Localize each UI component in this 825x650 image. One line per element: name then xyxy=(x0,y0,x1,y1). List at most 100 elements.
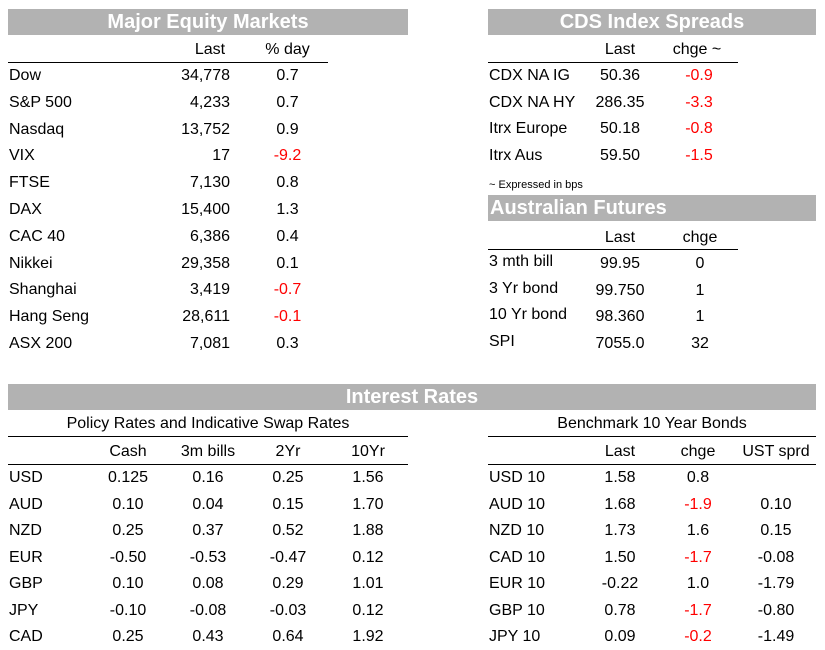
futures-row-chge: 32 xyxy=(691,334,709,352)
equity-col-last: Last xyxy=(194,41,226,58)
policy-row-value: 0.43 xyxy=(192,628,224,645)
policy-row-value: 0.08 xyxy=(192,575,224,592)
policy-col-header: 3m bills xyxy=(180,443,236,460)
bond-col-header: Last xyxy=(604,443,636,460)
policy-row-value: -0.47 xyxy=(269,548,307,566)
bond-row-chge: 1.6 xyxy=(686,522,710,539)
bond-row-name: GBP 10 xyxy=(489,601,545,619)
bond-row-last: 0.09 xyxy=(604,628,636,645)
policy-row-ccy: EUR xyxy=(9,548,43,566)
policy-row-ccy: CAD xyxy=(9,628,43,645)
equity-row-pct: -0.7 xyxy=(273,281,302,299)
policy-row-ccy: AUD xyxy=(9,495,43,513)
futures-col-chge: chge xyxy=(682,229,718,246)
bond-row-chge: -0.2 xyxy=(684,628,712,645)
policy-row-ccy: GBP xyxy=(9,575,43,592)
policy-row-ccy: JPY xyxy=(9,601,39,619)
equity-row-name: Shanghai xyxy=(9,281,77,299)
equity-row-last: 34,778 xyxy=(181,67,230,84)
equity-row-last: 7,130 xyxy=(189,174,230,192)
futures-row-name: 3 mth bill xyxy=(489,253,554,270)
policy-row-value: 1.70 xyxy=(352,495,384,513)
policy-row-value: -0.03 xyxy=(269,601,307,619)
futures-header-rule xyxy=(488,249,738,250)
bond-row-sprd: -1.79 xyxy=(757,575,795,592)
policy-col-header: 2Yr xyxy=(275,443,301,460)
cds-row-last: 50.18 xyxy=(599,120,641,138)
equity-row-pct: 0.9 xyxy=(276,120,299,138)
policy-row-value: 0.12 xyxy=(352,548,384,566)
policy-row-value: -0.50 xyxy=(109,548,147,566)
cds-title: CDS Index Spreads xyxy=(488,9,816,35)
equity-row-pct: -0.1 xyxy=(273,308,302,326)
policy-row-value: 0.25 xyxy=(272,469,304,486)
cds-row-last: 59.50 xyxy=(599,147,641,165)
bond-row-name: CAD 10 xyxy=(489,548,546,566)
futures-row-name: 10 Yr bond xyxy=(489,306,567,323)
equity-row-name: ASX 200 xyxy=(9,335,73,352)
bond-row-last: 1.68 xyxy=(604,495,636,513)
policy-row-value: 0.10 xyxy=(112,575,144,592)
bond-row-chge: 1.0 xyxy=(686,575,710,592)
equity-row-pct: 0.8 xyxy=(276,174,299,192)
bond-row-last: -0.22 xyxy=(601,575,639,592)
futures-row-last: 7055.0 xyxy=(595,334,645,352)
cds-footnote: ~ Expressed in bps xyxy=(489,179,583,191)
policy-row-value: -0.08 xyxy=(189,601,227,619)
equity-row-pct: 0.7 xyxy=(276,67,299,84)
bond-row-sprd: 0.15 xyxy=(760,522,792,539)
equity-row-pct: 0.4 xyxy=(276,227,299,245)
equity-row-last: 29,358 xyxy=(181,254,230,272)
equity-row-pct: 0.3 xyxy=(276,335,299,352)
bond-col-header: UST sprd xyxy=(742,443,810,460)
equity-row-name: DAX xyxy=(9,201,42,218)
equity-row-name: Dow xyxy=(9,67,42,84)
equity-row-pct: 1.3 xyxy=(276,201,299,218)
bond-row-sprd: -0.08 xyxy=(757,548,795,566)
futures-row-name: 3 Yr bond xyxy=(489,279,559,297)
cds-header-rule xyxy=(488,62,738,63)
bond-row-last: 0.78 xyxy=(604,601,636,619)
bond-row-sprd: -1.49 xyxy=(757,628,795,645)
equity-row-last: 4,233 xyxy=(189,93,230,111)
cds-row-name: CDX NA HY xyxy=(489,93,576,111)
equity-row-last: 6,386 xyxy=(189,227,230,245)
bond-col-header: chge xyxy=(680,443,716,460)
futures-row-chge: 0 xyxy=(695,255,705,272)
bonds-subtitle-rule xyxy=(488,436,816,437)
bond-row-chge: -1.7 xyxy=(684,548,712,566)
equity-row-name: Nikkei xyxy=(9,254,53,272)
policy-row-value: -0.53 xyxy=(189,548,227,566)
equity-row-last: 28,611 xyxy=(182,308,230,326)
policy-row-value: 0.25 xyxy=(112,522,144,539)
policy-row-value: 0.16 xyxy=(192,469,224,486)
policy-row-value: 0.29 xyxy=(272,575,304,592)
equity-row-pct: 0.1 xyxy=(276,254,299,272)
policy-row-value: 0.15 xyxy=(272,495,304,513)
policy-col-header: Cash xyxy=(109,443,147,460)
policy-row-value: 0.37 xyxy=(192,522,224,539)
cds-row-last: 286.35 xyxy=(595,93,645,111)
policy-subtitle-rule xyxy=(8,436,408,437)
bond-row-name: EUR 10 xyxy=(489,575,546,592)
policy-row-value: 0.10 xyxy=(112,495,144,513)
policy-row-value: 0.04 xyxy=(192,495,224,513)
equity-header-rule xyxy=(8,62,328,63)
futures-row-name: SPI xyxy=(489,332,515,350)
equity-row-last: 15,400 xyxy=(181,201,230,218)
futures-row-last: 99.95 xyxy=(599,255,641,272)
cds-row-name: CDX NA IG xyxy=(489,67,570,84)
futures-title: Australian Futures xyxy=(488,195,816,221)
policy-row-value: 1.92 xyxy=(352,628,384,645)
policy-row-value: 0.125 xyxy=(107,469,149,486)
equity-row-pct: 0.7 xyxy=(276,93,299,111)
policy-row-value: 1.01 xyxy=(352,575,384,592)
equity-row-last: 3,419 xyxy=(189,281,230,299)
policy-row-value: -0.10 xyxy=(109,601,147,619)
policy-row-value: 0.52 xyxy=(272,522,304,539)
equity-row-last: 13,752 xyxy=(181,120,230,138)
bond-row-name: JPY 10 xyxy=(489,628,541,645)
bonds-subtitle: Benchmark 10 Year Bonds xyxy=(557,415,747,432)
futures-row-chge: 1 xyxy=(695,281,705,299)
futures-row-chge: 1 xyxy=(695,308,705,325)
